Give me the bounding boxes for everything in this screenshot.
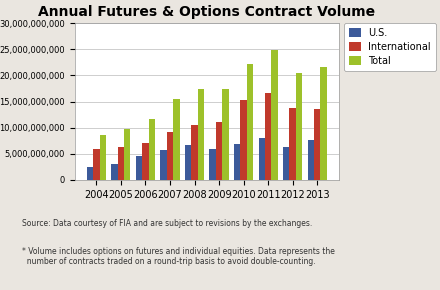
- Bar: [167, 132, 173, 180]
- Bar: [99, 135, 106, 180]
- Bar: [142, 143, 149, 180]
- Bar: [111, 164, 118, 180]
- Bar: [314, 109, 320, 180]
- Bar: [149, 119, 155, 180]
- Bar: [265, 93, 271, 180]
- Bar: [216, 122, 222, 180]
- Bar: [118, 147, 124, 180]
- Bar: [185, 145, 191, 180]
- Bar: [198, 89, 204, 180]
- Bar: [209, 149, 216, 180]
- Text: Source: Data courtesy of FIA and are subject to revisions by the exchanges.: Source: Data courtesy of FIA and are sub…: [22, 219, 312, 228]
- Bar: [87, 167, 93, 180]
- Bar: [271, 50, 278, 180]
- Legend: U.S., International, Total: U.S., International, Total: [344, 23, 436, 71]
- Bar: [93, 149, 99, 180]
- Bar: [240, 100, 247, 180]
- Bar: [234, 144, 240, 180]
- Bar: [161, 150, 167, 180]
- Bar: [308, 139, 314, 180]
- Text: * Volume includes options on futures and individual equities. Data represents th: * Volume includes options on futures and…: [22, 246, 335, 266]
- Bar: [296, 73, 302, 180]
- Bar: [173, 99, 180, 180]
- Bar: [320, 67, 327, 180]
- Bar: [136, 156, 142, 180]
- Bar: [191, 125, 198, 180]
- Bar: [283, 147, 290, 180]
- Bar: [222, 89, 229, 180]
- Title: Annual Futures & Options Contract Volume: Annual Futures & Options Contract Volume: [38, 5, 375, 19]
- Bar: [290, 108, 296, 180]
- Bar: [259, 138, 265, 180]
- Bar: [124, 129, 131, 180]
- Bar: [247, 64, 253, 180]
